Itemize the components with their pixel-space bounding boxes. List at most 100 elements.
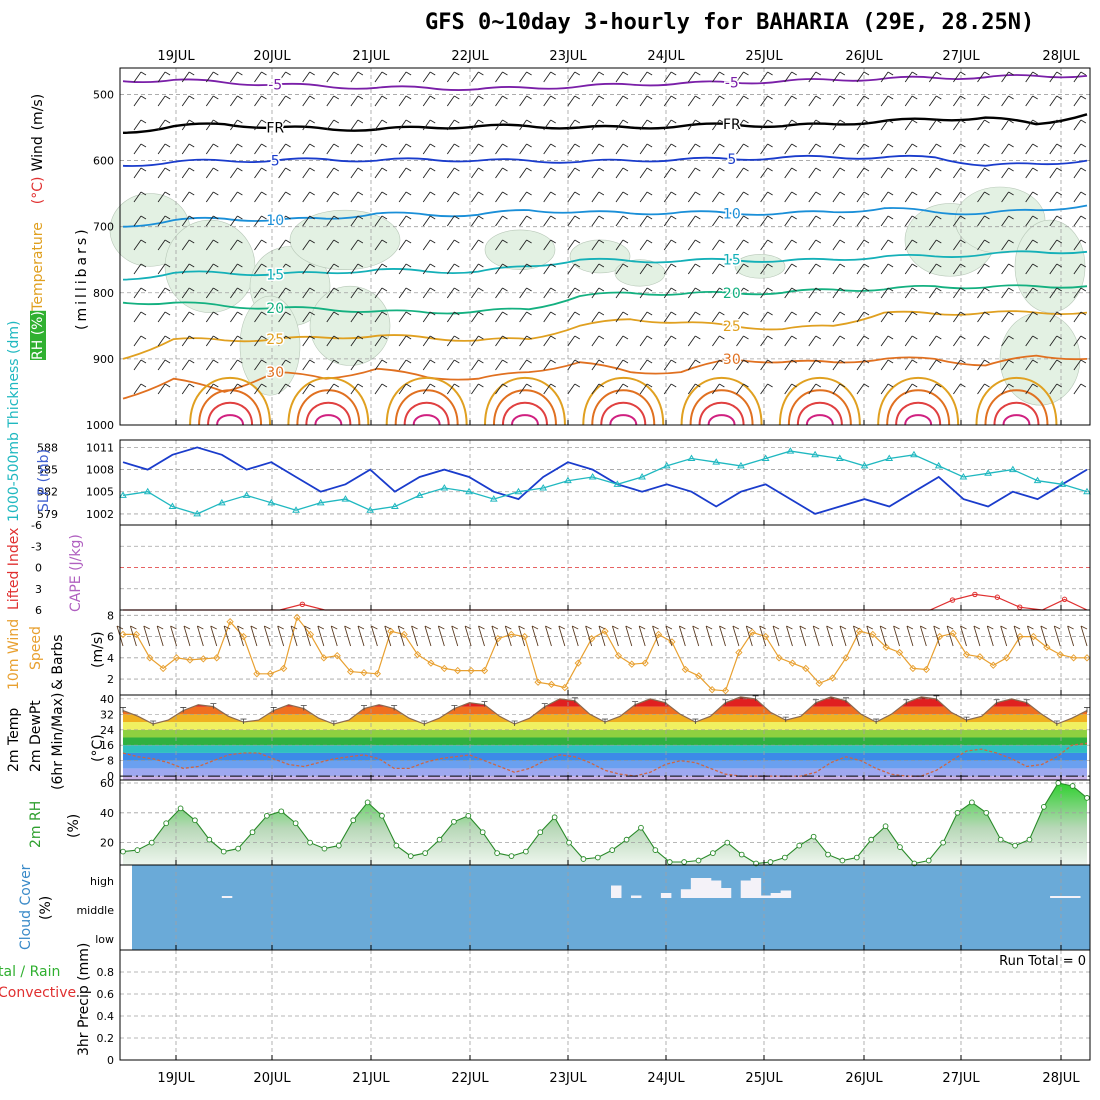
contour-label: 15 <box>723 253 741 269</box>
surface-heating-contour <box>492 389 557 426</box>
temp-tick: 24 <box>100 724 114 737</box>
upper-wind-barb <box>133 143 147 155</box>
rh-marker <box>1040 803 1047 810</box>
rh-marker <box>436 836 443 843</box>
upper-wind-barb <box>663 119 677 131</box>
upper-wind-barb <box>230 359 243 371</box>
upper-wind-barb <box>953 383 966 395</box>
upper-wind-barb <box>205 311 219 323</box>
wind-speed-marker <box>815 679 823 687</box>
upper-wind-barb <box>254 263 267 275</box>
upper-wind-barb <box>687 311 701 323</box>
upper-wind-barb <box>784 191 797 203</box>
day-label-bottom: 27JUL <box>942 1071 980 1086</box>
wind-speed-marker <box>494 635 502 643</box>
rh-marker <box>724 839 731 846</box>
upper-wind-barb <box>784 263 797 275</box>
precip-tick: 0.2 <box>97 1032 115 1045</box>
upper-wind-barb <box>495 119 508 131</box>
contour-label: FR <box>723 117 741 133</box>
upper-wind-barb <box>471 287 484 299</box>
temp-minmax-marker <box>330 720 337 726</box>
upper-wind-barb <box>133 215 147 227</box>
upper-wind-barb <box>543 311 556 323</box>
upper-wind-barb <box>471 359 484 371</box>
upper-wind-barb <box>784 95 797 107</box>
upper-wind-barb <box>326 383 340 395</box>
upper-wind-barb <box>446 335 460 347</box>
upper-wind-barb <box>1073 239 1087 251</box>
upper-wind-barb <box>1025 167 1038 179</box>
temp-units-ylabel: (°C) <box>90 734 106 762</box>
upper-wind-barb <box>663 383 677 395</box>
day-label-bottom: 23JUL <box>549 1071 587 1086</box>
surface-wind-barb <box>156 625 164 647</box>
upper-wind-barb <box>904 239 918 251</box>
upper-wind-barb <box>953 359 966 371</box>
temp-band <box>123 706 1087 715</box>
temp-minmax-marker <box>843 697 849 703</box>
upper-wind-barb <box>687 263 701 275</box>
temp-minmax-marker <box>1023 699 1030 705</box>
upper-wind-barb <box>471 215 484 227</box>
wind-speed-marker <box>708 686 716 694</box>
upper-wind-barb <box>1025 311 1038 323</box>
upper-wind-barb <box>639 95 653 107</box>
upper-wind-barb <box>880 71 894 83</box>
lifted-index-line <box>123 593 1088 611</box>
upper-wind-barb <box>471 383 484 395</box>
thickness-marker <box>539 484 548 491</box>
upper-wind-barb <box>1001 95 1014 107</box>
rh-marker <box>508 853 515 859</box>
temp-minmax-marker <box>210 703 217 709</box>
wind-speed-marker <box>159 664 167 673</box>
upper-wind-barb <box>446 359 460 371</box>
upper-wind-barb <box>1025 383 1038 395</box>
upper-wind-barb <box>712 287 725 299</box>
upper-wind-barb <box>615 335 629 347</box>
upper-wind-barb <box>856 119 870 131</box>
upper-wind-barb <box>687 239 701 251</box>
upper-wind-barb <box>832 263 846 275</box>
rh-marker <box>407 853 414 859</box>
surface-wind-barb <box>759 625 767 647</box>
upper-wind-barb <box>471 311 484 323</box>
temp-minmax-marker <box>571 697 578 703</box>
cloud-background <box>132 865 1090 950</box>
thickness-marker <box>341 495 350 502</box>
rh-marker <box>292 820 299 827</box>
precip-tick: 0.8 <box>97 966 115 979</box>
day-label-bottom: 22JUL <box>451 1071 489 1086</box>
upper-wind-barb <box>254 359 267 371</box>
upper-wind-barb <box>832 383 846 395</box>
lifted-tick: 6 <box>35 604 42 617</box>
upper-wind-barb <box>374 335 388 347</box>
upper-wind-barb <box>519 287 532 299</box>
upper-wind-barb <box>519 71 532 83</box>
upper-wind-barb <box>687 215 701 227</box>
wind-speed-marker <box>132 630 141 639</box>
thickness-marker <box>638 472 646 480</box>
day-label-top: 20JUL <box>253 49 291 64</box>
surface-wind-barb <box>277 625 285 647</box>
upper-wind-barb <box>953 143 966 155</box>
upper-wind-barb <box>808 335 822 347</box>
rh-marker <box>551 814 558 821</box>
upper-wind-barb <box>543 215 556 227</box>
rh-shading <box>614 259 666 287</box>
wind-speed-marker <box>373 670 382 678</box>
thickness-tick: 588 <box>37 441 58 454</box>
wind-speed-marker <box>239 632 248 641</box>
upper-wind-barb <box>326 119 340 131</box>
upper-wind-barb <box>1073 383 1087 395</box>
rh-marker <box>220 848 227 855</box>
upper-wind-barb <box>471 167 484 179</box>
upper-wind-barb <box>832 239 846 251</box>
wind-ylabel-units: (m/s) <box>90 631 106 668</box>
surface-wind-barb <box>290 625 298 647</box>
surface-heating-contour <box>582 377 665 426</box>
surface-wind-barb <box>852 625 860 647</box>
surface-wind-barb <box>585 625 593 647</box>
upper-wind-barb <box>591 335 605 347</box>
